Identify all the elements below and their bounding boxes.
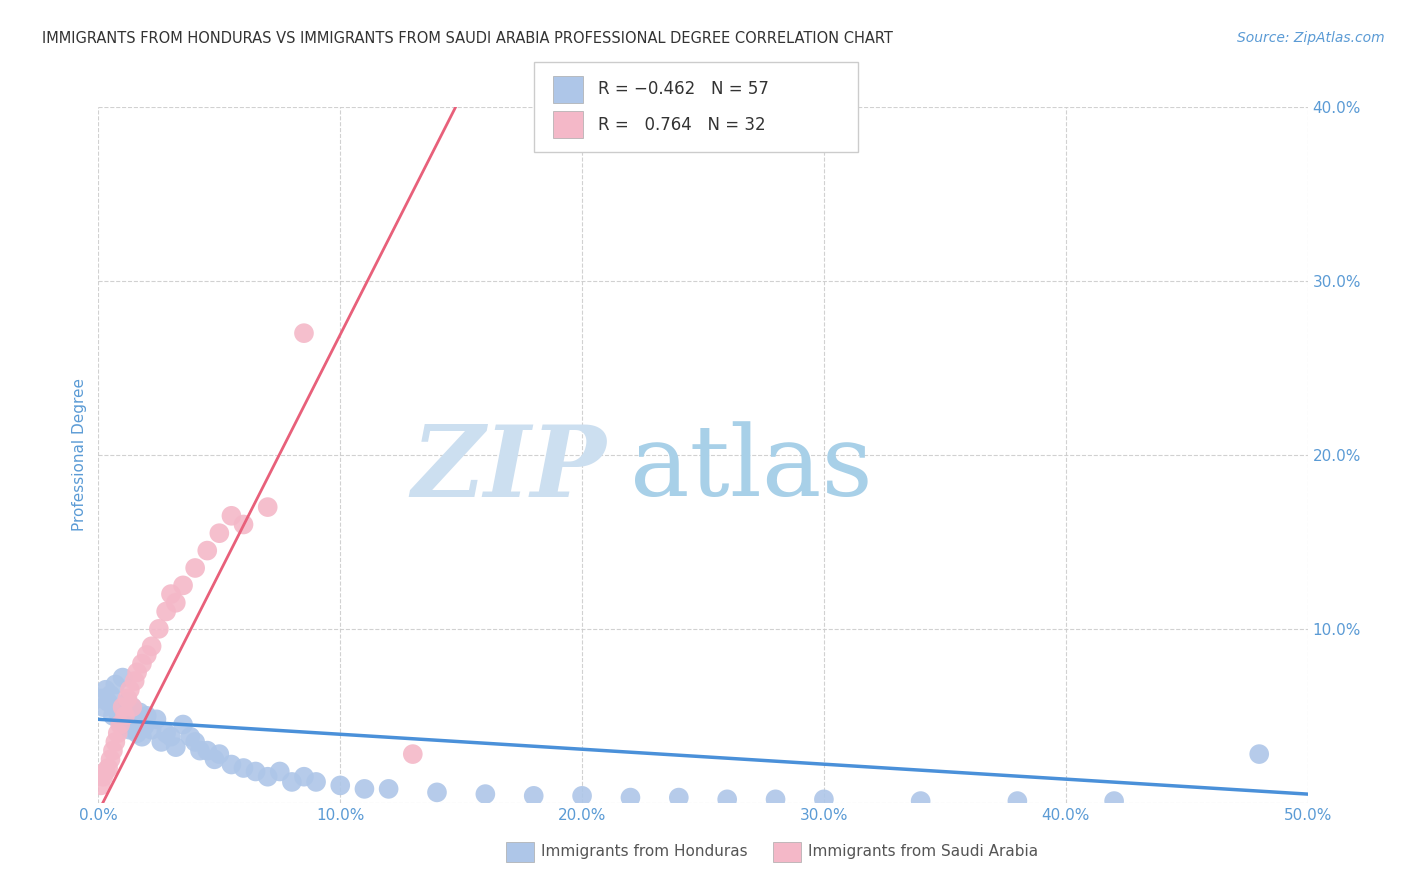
Point [184, 735, 207, 749]
Point [155, 726, 177, 740]
Point [172, 578, 194, 592]
Point [292, 770, 315, 784]
Text: IMMIGRANTS FROM HONDURAS VS IMMIGRANTS FROM SAUDI ARABIA PROFESSIONAL DEGREE COR: IMMIGRANTS FROM HONDURAS VS IMMIGRANTS F… [42, 31, 893, 46]
Point [127, 665, 149, 680]
Point [91, 770, 114, 784]
Point [1102, 794, 1125, 808]
Point [910, 794, 932, 808]
Point [121, 700, 143, 714]
Point [221, 508, 243, 523]
Point [124, 674, 146, 689]
Point [813, 792, 835, 806]
Text: R = −0.462   N = 57: R = −0.462 N = 57 [598, 80, 769, 98]
Text: Immigrants from Honduras: Immigrants from Honduras [541, 845, 748, 859]
Point [165, 596, 187, 610]
Point [160, 587, 183, 601]
Text: atlas: atlas [630, 421, 873, 516]
Point [204, 752, 226, 766]
Point [114, 717, 136, 731]
Point [256, 770, 278, 784]
Point [118, 723, 141, 737]
Point [111, 671, 134, 685]
Point [765, 792, 787, 806]
Text: Immigrants from Saudi Arabia: Immigrants from Saudi Arabia [808, 845, 1039, 859]
Point [135, 648, 157, 662]
Point [141, 639, 163, 653]
Point [131, 730, 153, 744]
Point [245, 764, 267, 779]
Point [104, 735, 127, 749]
Point [150, 735, 173, 749]
Point [571, 789, 593, 803]
Point [474, 787, 496, 801]
Point [90, 778, 112, 792]
Point [117, 695, 139, 709]
Point [108, 717, 131, 731]
Point [107, 706, 129, 720]
Point [141, 723, 163, 737]
Point [100, 752, 122, 766]
Text: Source: ZipAtlas.com: Source: ZipAtlas.com [1237, 31, 1385, 45]
Point [329, 778, 352, 792]
Point [145, 712, 167, 726]
Point [104, 677, 127, 691]
Point [281, 775, 304, 789]
Point [97, 695, 120, 709]
Point [195, 744, 218, 758]
Point [221, 757, 243, 772]
Point [148, 622, 170, 636]
Point [1007, 794, 1029, 808]
Point [155, 605, 177, 619]
Point [232, 517, 254, 532]
Point [94, 764, 117, 779]
Point [91, 700, 114, 714]
Point [292, 326, 315, 340]
Text: R =   0.764   N = 32: R = 0.764 N = 32 [598, 116, 765, 134]
Point [208, 747, 231, 761]
Point [111, 700, 134, 714]
Point [134, 719, 156, 733]
Point [402, 747, 425, 761]
Point [131, 657, 153, 671]
Point [668, 790, 690, 805]
Point [188, 744, 211, 758]
Point [353, 781, 375, 796]
Point [208, 526, 231, 541]
Point [94, 682, 117, 697]
Point [100, 688, 122, 702]
Point [184, 561, 207, 575]
Point [305, 775, 328, 789]
Y-axis label: Professional Degree: Professional Degree [72, 378, 87, 532]
Point [172, 717, 194, 731]
Point [90, 691, 112, 706]
Point [232, 761, 254, 775]
Point [619, 790, 641, 805]
Point [377, 781, 399, 796]
Point [1249, 747, 1271, 761]
Point [127, 726, 149, 740]
Point [118, 682, 141, 697]
Point [114, 708, 136, 723]
Point [179, 730, 201, 744]
Point [101, 708, 124, 723]
Point [128, 706, 150, 720]
Point [121, 700, 143, 714]
Point [523, 789, 546, 803]
Point [135, 708, 157, 723]
Point [716, 792, 738, 806]
Point [165, 740, 187, 755]
Point [269, 764, 291, 779]
Point [426, 785, 449, 799]
Point [117, 691, 139, 706]
Point [107, 726, 129, 740]
Point [101, 744, 124, 758]
Point [97, 761, 120, 775]
Point [108, 712, 131, 726]
Text: ZIP: ZIP [412, 421, 606, 517]
Point [195, 543, 218, 558]
Point [256, 500, 278, 514]
Point [124, 712, 146, 726]
Point [160, 730, 183, 744]
